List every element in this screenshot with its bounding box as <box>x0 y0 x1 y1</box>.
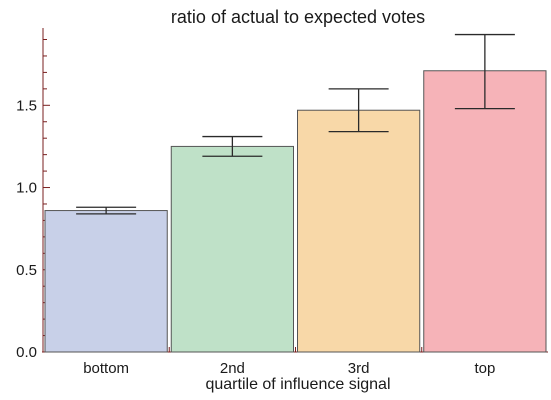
tick-labels: bottom 2nd 3rd top 0.0 0.5 1.0 1.5 <box>16 97 495 377</box>
x-tick-label: 3rd <box>348 360 370 377</box>
bars <box>44 70 547 353</box>
error-bar-bottom <box>76 206 137 215</box>
bar-bottom <box>44 210 168 353</box>
x-axis-label: quartile of influence signal <box>205 376 390 393</box>
y-tick-label: 1.0 <box>16 180 37 197</box>
y-tick-label: 0.0 <box>16 344 37 361</box>
y-tick-label: 1.5 <box>16 97 37 114</box>
error-bar-3rd <box>328 88 389 133</box>
x-tick-label: bottom <box>83 360 129 377</box>
bar-top <box>423 70 547 353</box>
error-bar-top <box>454 33 515 110</box>
error-bars <box>76 33 515 215</box>
x-tick-label: 2nd <box>220 360 245 377</box>
error-bar-2nd <box>202 135 263 157</box>
bar-3rd <box>297 109 421 353</box>
bar-2nd <box>170 145 294 353</box>
chart-title: ratio of actual to expected votes <box>171 7 425 27</box>
y-tick-label: 0.5 <box>16 262 37 279</box>
x-tick-label: top <box>474 360 495 377</box>
